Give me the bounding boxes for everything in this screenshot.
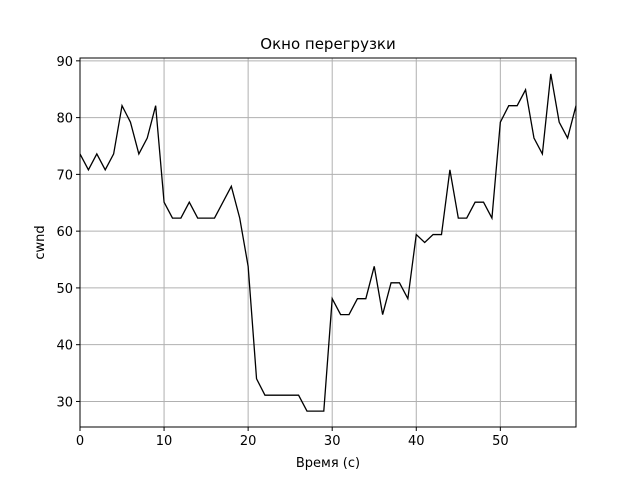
series-layer [79,73,577,412]
y-axis-label: cwnd [33,225,48,259]
y-tick-label: 50 [56,282,73,297]
y-tick-label: 60 [56,225,73,240]
x-tick-label: 0 [76,434,84,449]
y-tick-label: 90 [56,55,73,70]
plot-frame [79,57,577,428]
x-tick-label: 50 [492,434,509,449]
x-tick-label: 40 [408,434,425,449]
ticks: 0 10 20 30 40 50 30 40 50 60 70 80 90 [56,55,508,449]
y-tick-label: 80 [56,112,73,127]
series-line [79,73,577,412]
chart-title: Окно перегрузки [260,35,395,53]
y-tick-label: 40 [56,339,73,354]
grid [79,58,576,427]
x-tick-label: 10 [156,434,173,449]
y-tick-label: 70 [56,168,73,183]
x-axis-label: Время (с) [296,456,360,471]
y-tick-label: 30 [56,395,73,410]
x-tick-label: 20 [240,434,257,449]
x-tick-label: 30 [324,434,341,449]
